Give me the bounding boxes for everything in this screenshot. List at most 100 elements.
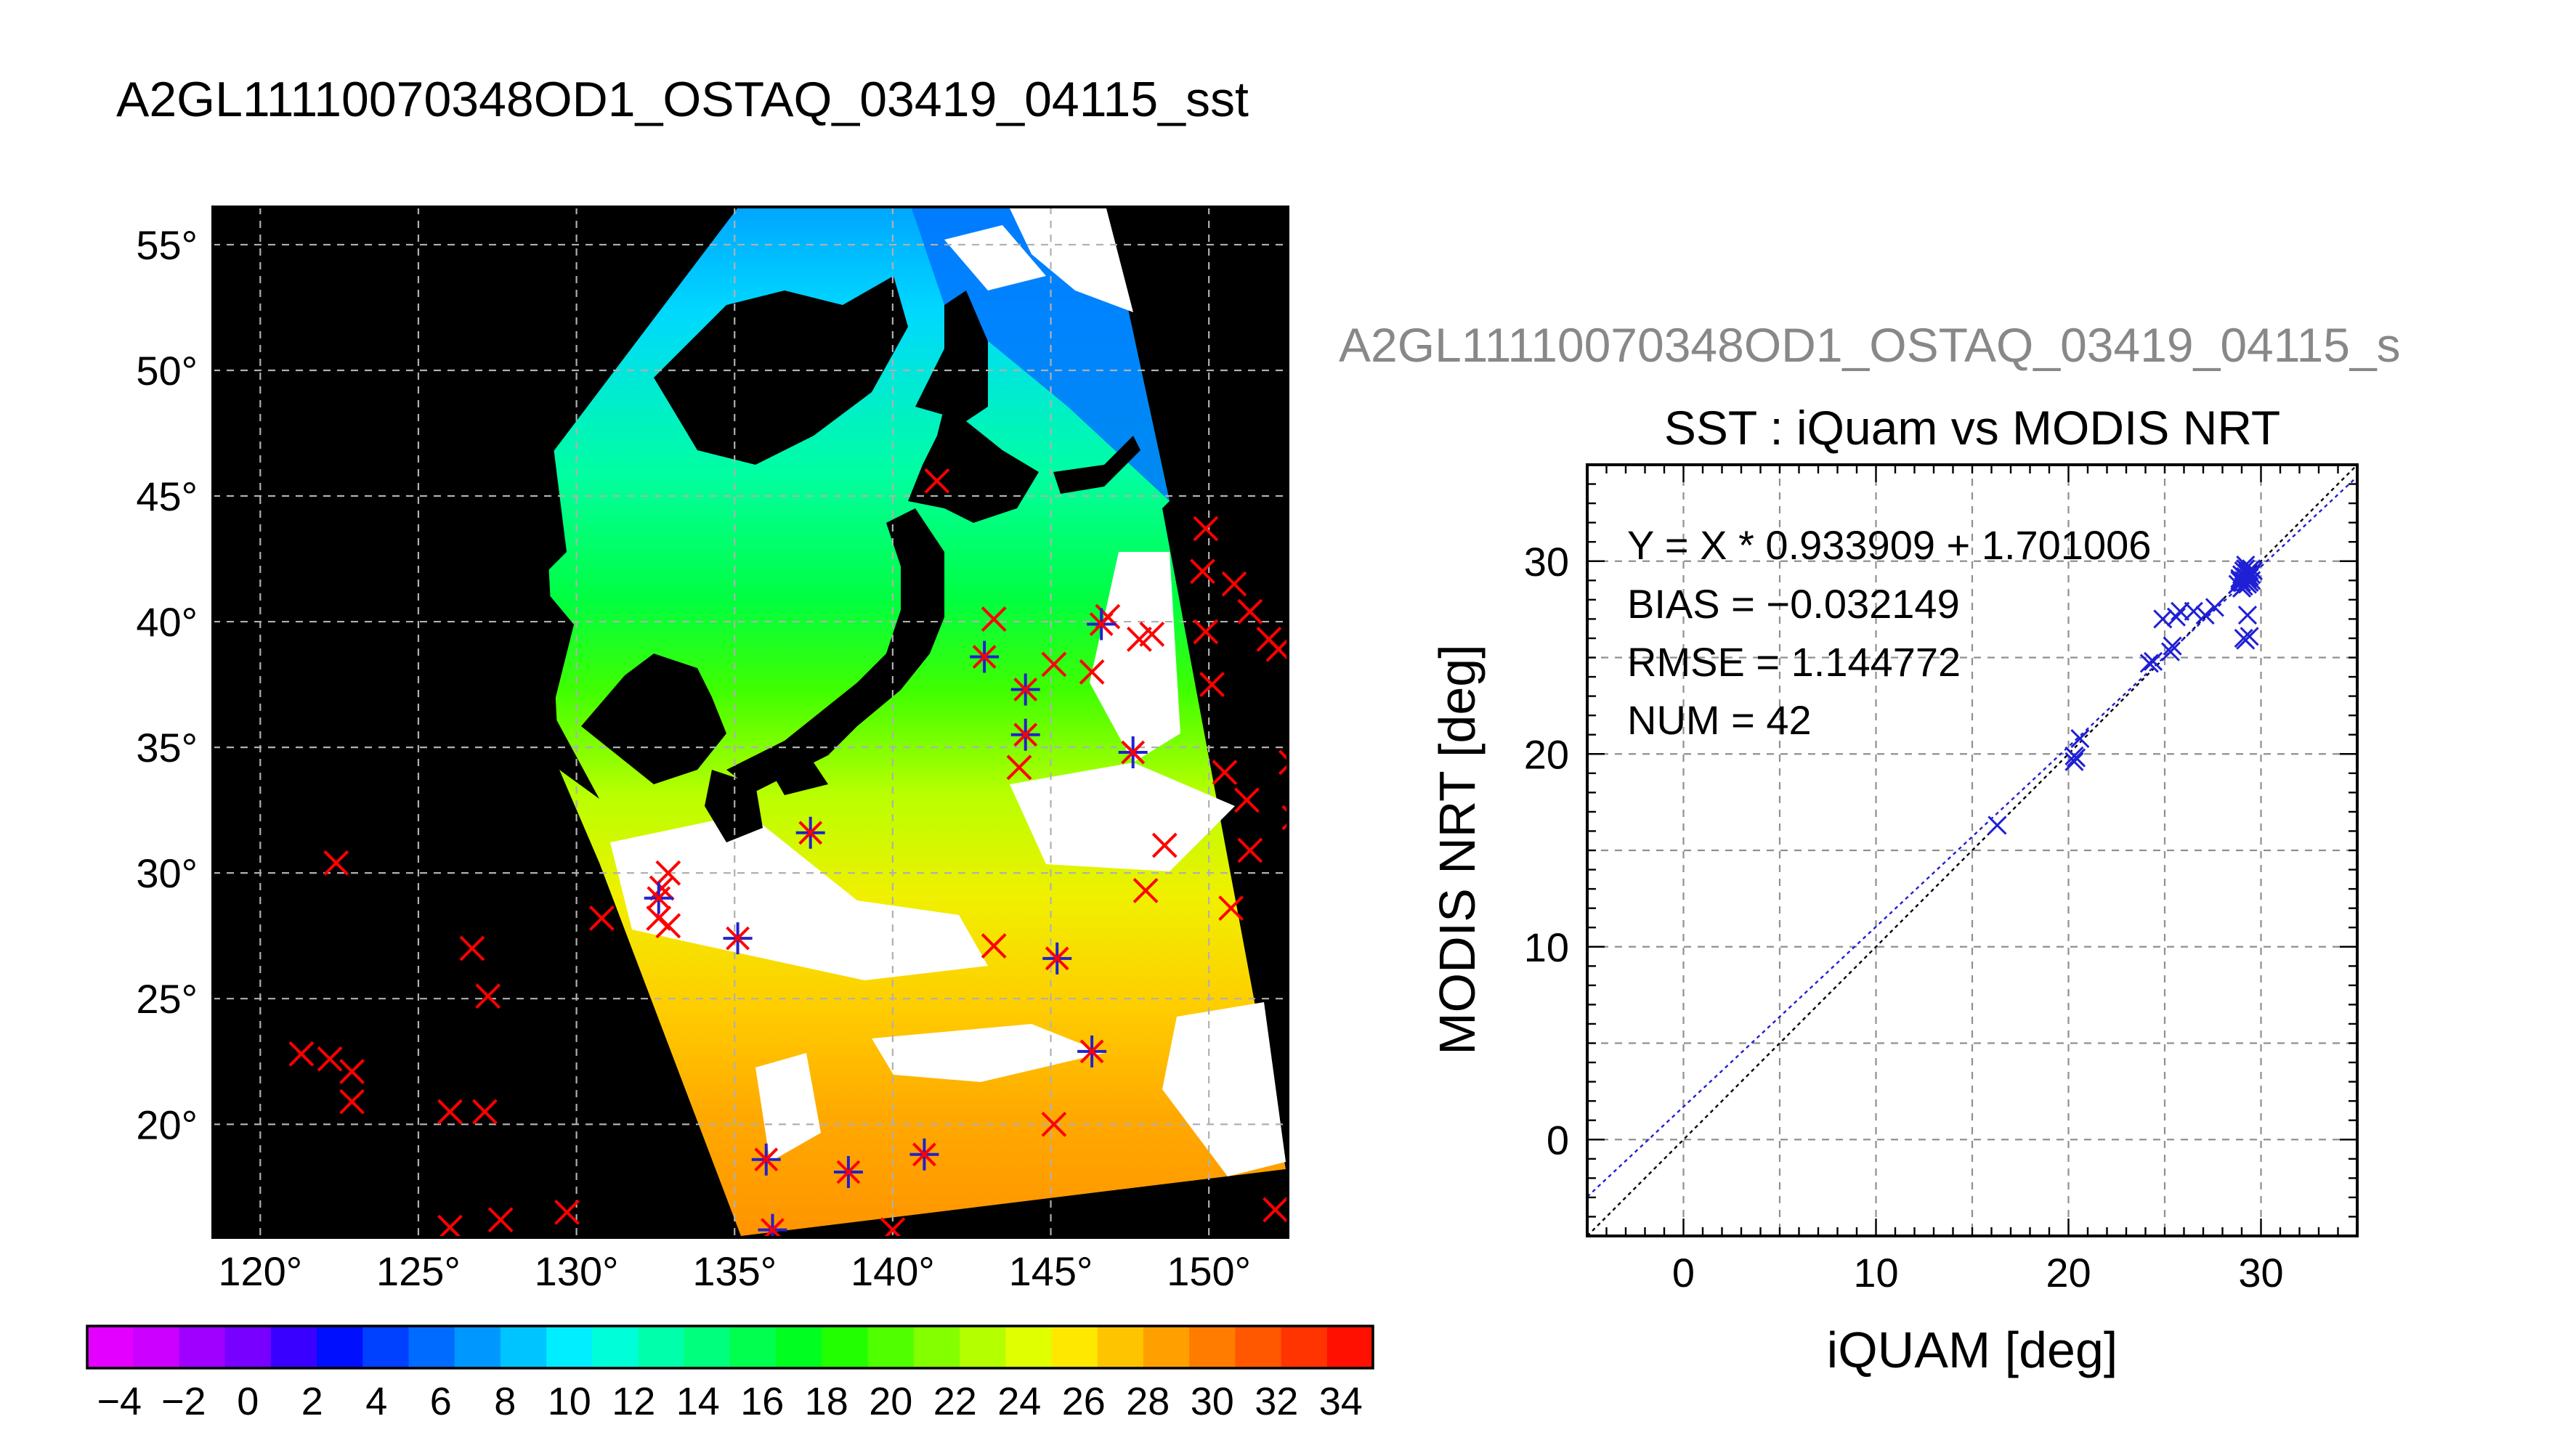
- map-red-x-marker: [1237, 837, 1263, 863]
- map-matchup-marker: [970, 640, 1000, 673]
- scatter-point: [2237, 606, 2258, 625]
- main-title: A2GL11110070348OD1_OSTAQ_03419_04115_sst: [116, 72, 1249, 127]
- scatter-point: [2139, 654, 2159, 673]
- colorbar-swatch: [133, 1326, 180, 1368]
- land-honshu: [726, 508, 944, 792]
- map-lat-ticks: 55° 50° 45° 40° 35° 30° 25° 20°: [136, 222, 198, 1147]
- colorbar-swatch: [1005, 1326, 1053, 1368]
- colorbar-tick-label: 0: [237, 1380, 259, 1423]
- colorbar-frame: [86, 1325, 1374, 1370]
- scatter-x-tick-label: 0: [1672, 1250, 1695, 1296]
- map-red-x-marker: [649, 875, 675, 901]
- scatter-point: [2160, 642, 2181, 662]
- map-lon-tick-label: 145°: [1009, 1248, 1093, 1294]
- map-matchup-markers: [644, 608, 1148, 1237]
- map-matchup-marker: [1087, 608, 1117, 640]
- map-red-x-marker: [981, 606, 1007, 633]
- map-matchup-marker: [833, 1156, 863, 1189]
- fit-line: [1587, 476, 2357, 1197]
- colorbar-tick-label: 2: [301, 1380, 323, 1423]
- map-red-x-marker: [1193, 619, 1219, 645]
- map-lon-tick-label: 150°: [1167, 1248, 1251, 1294]
- colorbar-tick-label: 26: [1062, 1380, 1106, 1423]
- map-red-x-marker: [323, 850, 349, 876]
- colorbar-swatch: [1097, 1326, 1144, 1368]
- map-lat-tick-label: 55°: [136, 222, 198, 268]
- colorbar-swatches: [87, 1326, 1374, 1368]
- colorbar-tick-label: 10: [548, 1380, 591, 1423]
- map-lon-tick-label: 140°: [851, 1248, 935, 1294]
- map-red-x-marker: [475, 983, 501, 1009]
- cloud-cover: [610, 208, 1286, 1176]
- colorbar-tick-label: −4: [97, 1380, 142, 1423]
- scatter-point: [2240, 627, 2259, 646]
- map-red-x-marker: [1218, 895, 1244, 922]
- colorbar-tick-label: 16: [740, 1380, 784, 1423]
- colorbar-swatch: [776, 1326, 823, 1368]
- colorbar-swatch: [638, 1326, 685, 1368]
- colorbar-swatch: [270, 1326, 317, 1368]
- scatter-y-tick-label: 0: [1547, 1117, 1569, 1163]
- map-matchup-marker: [1118, 736, 1148, 769]
- map-matchup-marker: [1010, 718, 1040, 751]
- colorbar-tick-label: 18: [805, 1380, 848, 1423]
- colorbar-tick-label: 30: [1191, 1380, 1234, 1423]
- map-lat-tick-label: 45°: [136, 473, 198, 519]
- land-sakhalin: [915, 290, 988, 421]
- map-matchup-marker: [1077, 1035, 1107, 1067]
- scatter-y-axis-label: MODIS NRT [deg]: [1429, 644, 1486, 1054]
- map-red-x-marker: [487, 1207, 514, 1233]
- colorbar-tick-label: −2: [161, 1380, 206, 1423]
- map-red-x-marker: [1265, 636, 1288, 662]
- map-matchup-marker: [758, 1213, 787, 1237]
- scatter-point: [2166, 607, 2186, 627]
- colorbar-tick-label: 34: [1319, 1380, 1363, 1423]
- colorbar-tick-label: 4: [365, 1380, 387, 1423]
- land-shikoku: [770, 762, 828, 795]
- land-kurils: [1053, 436, 1140, 494]
- stats-rmse: RMSE = 1.144772: [1627, 639, 1961, 685]
- map-red-x-marker: [1151, 832, 1178, 858]
- scatter-overlay-title: A2GL11110070348OD1_OSTAQ_03419_04115_s: [1339, 318, 2401, 372]
- map-red-x-marker: [1237, 598, 1263, 625]
- colorbar-swatch: [1189, 1326, 1236, 1368]
- map-red-x-marker: [1199, 672, 1225, 697]
- map-matchup-marker: [723, 922, 753, 955]
- map-red-x-marker: [1006, 755, 1032, 781]
- scatter-y-tick-label: 10: [1524, 924, 1569, 970]
- map-lat-tick-label: 40°: [136, 599, 198, 645]
- map-red-x-marker: [880, 1217, 906, 1237]
- map-lon-tick-label: 130°: [535, 1248, 619, 1294]
- map-matchup-marker: [795, 816, 825, 849]
- scatter-panel: A2GL11110070348OD1_OSTAQ_03419_04115_s S…: [1339, 318, 2401, 1378]
- map-lon-tick-label: 135°: [692, 1248, 777, 1294]
- map-lat-tick-label: 35°: [136, 725, 198, 770]
- map-matchup-marker: [644, 882, 673, 914]
- colorbar-swatch: [913, 1326, 960, 1368]
- colorbar-swatch: [1051, 1326, 1098, 1368]
- scatter-point: [2232, 578, 2252, 598]
- map-red-x-marker: [1126, 626, 1152, 652]
- map-matchup-marker: [1010, 673, 1040, 706]
- colorbar-swatch: [867, 1326, 915, 1368]
- land-kyushu: [705, 770, 763, 842]
- scatter-x-axis-label: iQUAM [deg]: [1827, 1322, 2118, 1378]
- map-red-x-marker: [655, 860, 681, 886]
- scatter-y-tick-label: 20: [1524, 731, 1569, 777]
- map-red-x-marker: [655, 913, 681, 939]
- map-red-x-marker: [554, 1199, 580, 1225]
- stats-bias: BIAS = −0.032149: [1627, 581, 1960, 627]
- map-red-x-marker: [1221, 571, 1247, 597]
- map-frame: [211, 206, 1289, 1239]
- colorbar-swatch: [362, 1326, 410, 1368]
- colorbar-swatch: [1235, 1326, 1282, 1368]
- scatter-point: [2243, 561, 2263, 581]
- stats-fit-equation: Y = X * 0.933909 + 1.701006: [1627, 522, 2151, 568]
- land-china-korea-west: [213, 436, 599, 871]
- stats-block: Y = X * 0.933909 + 1.701006 BIAS = −0.03…: [1627, 522, 2151, 743]
- colorbar-tick-label: 12: [612, 1380, 655, 1423]
- scatter-point: [2184, 601, 2203, 621]
- map-red-x-marker: [339, 1059, 365, 1084]
- map-red-x-marker: [437, 1214, 463, 1237]
